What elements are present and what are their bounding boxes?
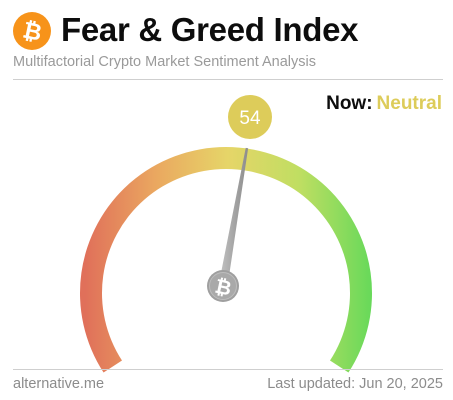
page-title: Fear & Greed Index bbox=[61, 11, 359, 48]
footer-divider bbox=[13, 369, 443, 370]
svg-text:₿: ₿ bbox=[21, 16, 45, 45]
source-link[interactable]: alternative.me bbox=[13, 376, 105, 392]
last-updated: Last updated: Jun 20, 2025 bbox=[267, 376, 443, 392]
header-divider bbox=[13, 79, 443, 80]
bitcoin-icon: ₿ bbox=[213, 276, 234, 301]
value-badge: 54 bbox=[228, 95, 272, 139]
current-status: Now: Neutral bbox=[326, 93, 442, 115]
index-value: 54 bbox=[239, 108, 261, 129]
needle-hub: ₿ bbox=[207, 270, 239, 302]
gauge-needle bbox=[218, 147, 249, 287]
sentiment-classification: Neutral bbox=[376, 93, 442, 114]
gauge-arc bbox=[80, 146, 373, 373]
page-subtitle: Multifactorial Crypto Market Sentiment A… bbox=[13, 54, 316, 70]
bitcoin-icon: ₿ bbox=[13, 12, 51, 50]
now-label: Now: bbox=[326, 93, 373, 114]
